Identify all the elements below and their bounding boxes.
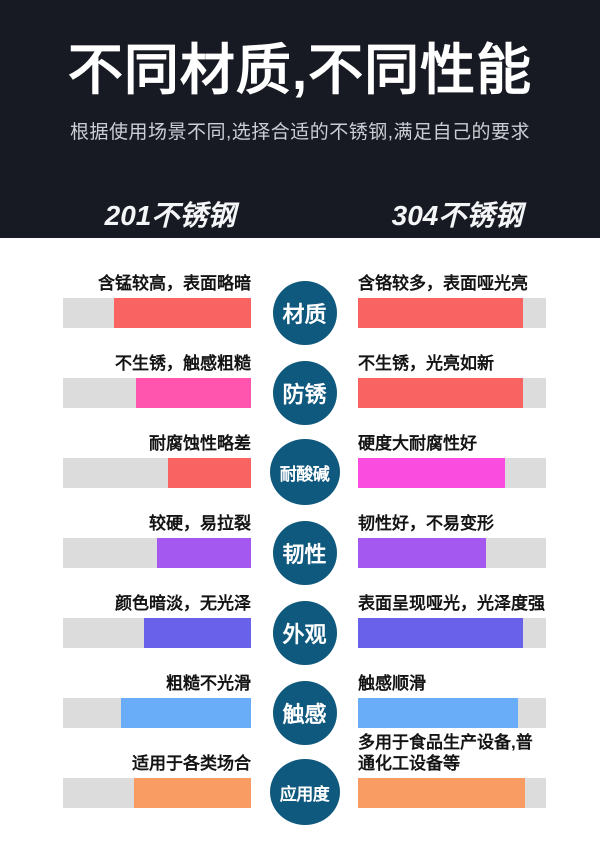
left-attribute-cell: 不生锈，触感粗糙 — [63, 328, 251, 408]
right-bar-track — [358, 538, 546, 568]
right-bar-fill — [358, 458, 505, 488]
left-bar-track — [63, 298, 251, 328]
right-bar-fill — [358, 618, 524, 648]
page-title: 不同材质,不同性能 — [67, 39, 533, 101]
right-attribute-cell: 韧性好，不易变形 — [358, 488, 546, 568]
right-attribute-cell: 不生锈，光亮如新 — [358, 328, 546, 408]
left-attribute-cell: 耐腐蚀性略差 — [63, 408, 251, 488]
column-headers: 201不锈钢 304不锈钢 — [0, 194, 600, 231]
left-attribute-cell: 含锰较高，表面略暗 — [63, 248, 251, 328]
comparison-row: 含锰较高，表面略暗 材质 含铬较多，表面哑光亮 — [63, 248, 546, 345]
left-bar-fill — [134, 778, 251, 808]
right-attribute-label: 不生锈，光亮如新 — [358, 354, 494, 373]
left-attribute-label: 较硬，易拉裂 — [149, 514, 251, 533]
attribute-badge-label: 触感 — [282, 702, 327, 727]
left-bar-fill — [168, 458, 251, 488]
attribute-badge: 外观 — [272, 601, 337, 665]
right-bar-track — [358, 298, 546, 328]
right-attribute-cell: 硬度大耐腐性好 — [358, 408, 546, 488]
right-attribute-label: 硬度大耐腐性好 — [358, 434, 477, 453]
right-attribute-cell: 表面呈现哑光，光泽度强 — [358, 568, 546, 648]
attribute-badge-label: 韧性 — [282, 542, 327, 567]
comparison-row: 适用于各类场合 应用度 多用于食品生产设备,普通化工设备等 — [63, 728, 546, 825]
attribute-badge-label: 材质 — [282, 302, 327, 327]
left-attribute-label: 含锰较高，表面略暗 — [98, 274, 251, 293]
attribute-badge-label: 防锈 — [282, 382, 327, 407]
left-attribute-cell: 颜色暗淡，无光泽 — [63, 568, 251, 648]
attribute-badge: 材质 — [272, 281, 337, 345]
left-bar-fill — [157, 538, 251, 568]
right-bar-fill — [358, 778, 526, 808]
column-title-304: 304不锈钢 — [391, 200, 523, 231]
attribute-badge: 韧性 — [272, 521, 337, 585]
left-bar-track — [63, 378, 251, 408]
attribute-badge: 应用度 — [269, 759, 340, 825]
left-bar-track — [63, 618, 251, 648]
right-bar-track — [358, 778, 546, 808]
attribute-badge-cell: 耐酸碱 — [251, 408, 358, 505]
left-bar-track — [63, 778, 251, 808]
left-bar-fill — [121, 698, 251, 728]
attribute-badge-cell: 触感 — [251, 648, 358, 745]
left-attribute-cell: 适用于各类场合 — [63, 728, 251, 808]
comparison-row: 耐腐蚀性略差 耐酸碱 硬度大耐腐性好 — [63, 408, 546, 505]
left-attribute-label: 耐腐蚀性略差 — [149, 434, 251, 453]
attribute-badge: 触感 — [272, 681, 337, 745]
right-bar-fill — [358, 538, 486, 568]
left-attribute-cell: 粗糙不光滑 — [63, 648, 251, 728]
right-attribute-cell: 多用于食品生产设备,普通化工设备等 — [358, 728, 546, 808]
header: 不同材质,不同性能 根据使用场景不同,选择合适的不锈钢,满足自己的要求 201不… — [0, 0, 600, 238]
comparison-row: 粗糙不光滑 触感 触感顺滑 — [63, 648, 546, 745]
column-title-201: 201不锈钢 — [104, 200, 236, 231]
left-bar-fill — [113, 298, 251, 328]
left-bar-track — [63, 538, 251, 568]
attribute-badge-cell: 韧性 — [251, 488, 358, 585]
left-bar-track — [63, 458, 251, 488]
comparison-row: 颜色暗淡，无光泽 外观 表面呈现哑光，光泽度强 — [63, 568, 546, 665]
right-attribute-label: 触感顺滑 — [358, 674, 426, 693]
attribute-badge: 耐酸碱 — [269, 439, 340, 505]
attribute-badge-cell: 应用度 — [251, 728, 358, 825]
right-bar-track — [358, 618, 546, 648]
right-bar-track — [358, 378, 546, 408]
left-attribute-label: 不生锈，触感粗糙 — [115, 354, 251, 373]
left-attribute-cell: 较硬，易拉裂 — [63, 488, 251, 568]
attribute-badge-cell: 外观 — [251, 568, 358, 665]
right-attribute-cell: 触感顺滑 — [358, 648, 546, 728]
right-bar-fill — [358, 378, 524, 408]
right-bar-fill — [358, 698, 518, 728]
right-bar-track — [358, 698, 546, 728]
attribute-badge-label: 耐酸碱 — [279, 464, 330, 484]
left-attribute-label: 粗糙不光滑 — [166, 674, 251, 693]
left-bar-fill — [136, 378, 251, 408]
left-bar-fill — [143, 618, 251, 648]
attribute-badge-label: 应用度 — [279, 784, 330, 804]
right-bar-fill — [358, 298, 524, 328]
right-attribute-label: 韧性好，不易变形 — [358, 514, 494, 533]
attribute-badge: 防锈 — [272, 361, 337, 425]
attribute-badge-cell: 防锈 — [251, 328, 358, 425]
comparison-row: 较硬，易拉裂 韧性 韧性好，不易变形 — [63, 488, 546, 585]
right-attribute-label: 多用于食品生产设备,普通化工设备等 — [358, 733, 533, 773]
right-attribute-cell: 含铬较多，表面哑光亮 — [358, 248, 546, 328]
left-bar-track — [63, 698, 251, 728]
left-attribute-label: 颜色暗淡，无光泽 — [115, 594, 251, 613]
right-bar-track — [358, 458, 546, 488]
left-attribute-label: 适用于各类场合 — [132, 754, 251, 773]
comparison-row: 不生锈，触感粗糙 防锈 不生锈，光亮如新 — [63, 328, 546, 425]
right-attribute-label: 表面呈现哑光，光泽度强 — [358, 594, 545, 613]
comparison-section: 含锰较高，表面略暗 材质 含铬较多，表面哑光亮 不生锈，触感粗糙 — [0, 238, 600, 825]
page-subtitle: 根据使用场景不同,选择合适的不锈钢,满足自己的要求 — [69, 121, 531, 143]
attribute-badge-label: 外观 — [282, 622, 327, 647]
right-attribute-label: 含铬较多，表面哑光亮 — [358, 274, 528, 293]
attribute-badge-cell: 材质 — [251, 248, 358, 345]
